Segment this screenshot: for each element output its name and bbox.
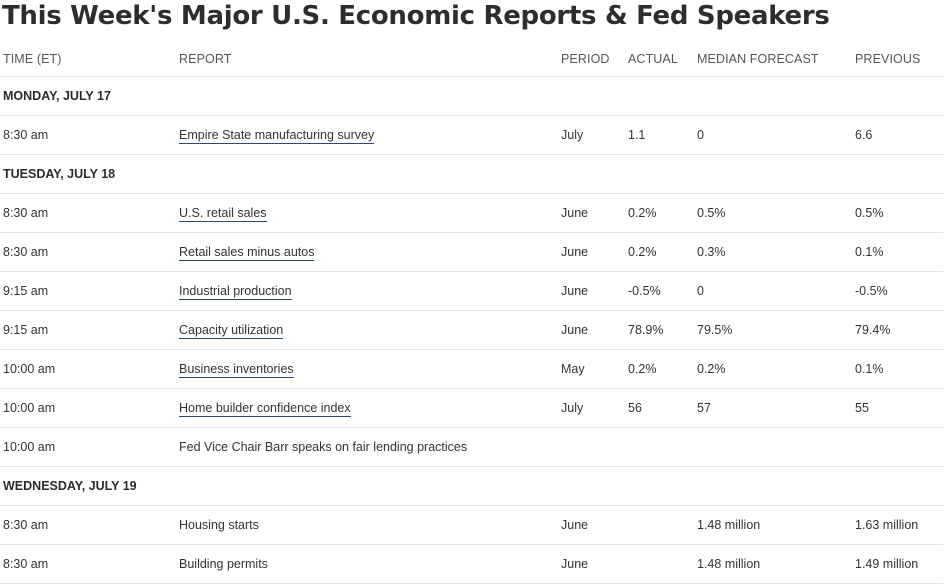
cell-period: June — [558, 310, 625, 350]
column-header-period: PERIOD — [558, 41, 625, 77]
cell-actual: 0.2% — [625, 232, 694, 272]
table-row: 8:30 am Empire State manufacturing survey… — [0, 115, 943, 155]
cell-median: 1.48 million — [694, 544, 852, 584]
cell-actual — [625, 505, 694, 545]
economic-reports-table: TIME (ET) REPORT PERIOD ACTUAL MEDIAN FO… — [0, 41, 943, 584]
cell-median — [694, 427, 852, 467]
cell-time: 10:00 am — [0, 388, 176, 428]
cell-time: 8:30 am — [0, 505, 176, 545]
cell-time: 8:30 am — [0, 115, 176, 155]
column-header-report: REPORT — [176, 41, 558, 77]
cell-report: Empire State manufacturing survey — [176, 115, 558, 155]
report-link[interactable]: U.S. retail sales — [179, 206, 267, 222]
cell-report: Retail sales minus autos — [176, 232, 558, 272]
cell-actual: 56 — [625, 388, 694, 428]
table-row: 10:00 am Home builder confidence index Jul… — [0, 388, 943, 428]
table-row: 8:30 am Building permits June 1.48 million 1… — [0, 544, 943, 584]
cell-previous — [852, 427, 943, 467]
cell-actual: 0.2% — [625, 193, 694, 233]
cell-previous: 0.1% — [852, 349, 943, 389]
cell-report: Building permits — [176, 544, 558, 584]
cell-previous: -0.5% — [852, 271, 943, 311]
cell-report: Home builder confidence index — [176, 388, 558, 428]
page-title: This Week's Major U.S. Economic Reports … — [2, 1, 830, 31]
cell-report: Housing starts — [176, 505, 558, 545]
cell-time: 8:30 am — [0, 544, 176, 584]
day-header-row: MONDAY, JULY 17 — [0, 76, 943, 116]
cell-time: 10:00 am — [0, 349, 176, 389]
cell-time: 8:30 am — [0, 193, 176, 233]
report-link[interactable]: Home builder confidence index — [179, 401, 351, 417]
cell-period: June — [558, 505, 625, 545]
cell-period: May — [558, 349, 625, 389]
day-label: MONDAY, JULY 17 — [0, 76, 943, 116]
table-row: 8:30 am Housing starts June 1.48 million 1.6… — [0, 505, 943, 545]
cell-actual — [625, 544, 694, 584]
cell-actual: 0.2% — [625, 349, 694, 389]
cell-report: Industrial production — [176, 271, 558, 311]
cell-previous: 55 — [852, 388, 943, 428]
cell-report: U.S. retail sales — [176, 193, 558, 233]
table-row: 9:15 am Capacity utilization June 78.9% 79.5… — [0, 310, 943, 350]
cell-time: 9:15 am — [0, 310, 176, 350]
cell-previous: 1.63 million — [852, 505, 943, 545]
cell-median: 0.2% — [694, 349, 852, 389]
cell-median: 0 — [694, 271, 852, 311]
cell-report: Fed Vice Chair Barr speaks on fair lendi… — [176, 427, 558, 467]
cell-actual: 78.9% — [625, 310, 694, 350]
cell-previous: 6.6 — [852, 115, 943, 155]
column-header-previous: PREVIOUS — [852, 41, 943, 77]
day-label: TUESDAY, JULY 18 — [0, 154, 943, 194]
cell-period: June — [558, 544, 625, 584]
cell-actual: -0.5% — [625, 271, 694, 311]
cell-previous: 0.1% — [852, 232, 943, 272]
cell-period: July — [558, 388, 625, 428]
cell-period: June — [558, 232, 625, 272]
table-body: MONDAY, JULY 17 8:30 am Empire State manuf… — [0, 76, 943, 584]
column-header-median-forecast: MEDIAN FORECAST — [694, 41, 852, 77]
cell-median: 0.3% — [694, 232, 852, 272]
cell-actual — [625, 427, 694, 467]
column-header-actual: ACTUAL — [625, 41, 694, 77]
cell-median: 1.48 million — [694, 505, 852, 545]
cell-median: 57 — [694, 388, 852, 428]
cell-time: 10:00 am — [0, 427, 176, 467]
report-link[interactable]: Business inventories — [179, 362, 294, 378]
cell-period — [558, 427, 625, 467]
cell-report: Capacity utilization — [176, 310, 558, 350]
report-link[interactable]: Capacity utilization — [179, 323, 284, 339]
cell-period: July — [558, 115, 625, 155]
table-row: 8:30 am U.S. retail sales June 0.2% 0.5% 0.5% — [0, 193, 943, 233]
table-row: 10:00 am Fed Vice Chair Barr speaks on fa… — [0, 427, 943, 467]
column-header-time: TIME (ET) — [0, 41, 176, 77]
report-link[interactable]: Industrial production — [179, 284, 292, 300]
cell-previous: 0.5% — [852, 193, 943, 233]
table-row: 9:15 am Industrial production June -0.5% 0 -0… — [0, 271, 943, 311]
cell-time: 8:30 am — [0, 232, 176, 272]
table-row: 10:00 am Business inventories May 0.2% 0.2% 0… — [0, 349, 943, 389]
cell-median: 0.5% — [694, 193, 852, 233]
cell-median: 0 — [694, 115, 852, 155]
day-header-row: TUESDAY, JULY 18 — [0, 154, 943, 194]
cell-time: 9:15 am — [0, 271, 176, 311]
cell-previous: 1.49 million — [852, 544, 943, 584]
cell-period: June — [558, 271, 625, 311]
cell-median: 79.5% — [694, 310, 852, 350]
table-row: 8:30 am Retail sales minus autos June 0.2% 0… — [0, 232, 943, 272]
cell-actual: 1.1 — [625, 115, 694, 155]
cell-period: June — [558, 193, 625, 233]
cell-report: Business inventories — [176, 349, 558, 389]
table-header-row: TIME (ET) REPORT PERIOD ACTUAL MEDIAN FO… — [0, 41, 943, 77]
day-label: WEDNESDAY, JULY 19 — [0, 466, 943, 506]
day-header-row: WEDNESDAY, JULY 19 — [0, 466, 943, 506]
report-link[interactable]: Empire State manufacturing survey — [179, 128, 375, 144]
report-link[interactable]: Retail sales minus autos — [179, 245, 315, 261]
cell-previous: 79.4% — [852, 310, 943, 350]
